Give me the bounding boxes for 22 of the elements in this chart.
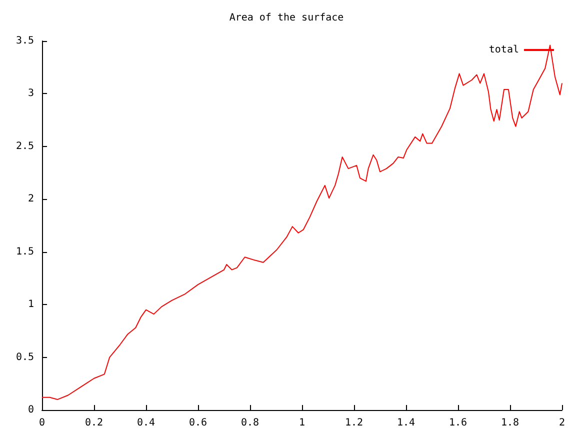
legend-label: total <box>488 44 519 56</box>
x-tick-label: 1.6 <box>448 418 468 428</box>
x-tick-label: 1.4 <box>396 418 416 428</box>
y-tick-label: 3 <box>28 88 34 100</box>
x-tick-label: 0 <box>38 418 46 428</box>
x-tick-label: 0.6 <box>188 418 208 428</box>
x-tick-label: 1.2 <box>344 418 364 428</box>
y-tick-label: 2.5 <box>16 140 34 152</box>
x-tick-label: 0.8 <box>240 418 260 428</box>
x-tick-label: 0.2 <box>84 418 104 428</box>
x-tick-label: 2 <box>558 418 566 428</box>
y-tick-label: 1 <box>28 299 34 310</box>
y-tick-label: 2 <box>28 194 34 205</box>
y-tick-label: 0 <box>28 404 34 416</box>
x-tick-label: 1 <box>298 418 306 428</box>
y-tick-label: 0.5 <box>16 352 34 363</box>
line-series <box>42 44 562 400</box>
chart-title: Area of the surface <box>229 12 344 24</box>
x-tick-label: 0.4 <box>136 418 156 428</box>
y-tick-label: 1.5 <box>16 246 34 258</box>
y-tick-label: 3.5 <box>16 36 34 46</box>
x-tick-label: 1.8 <box>500 418 520 428</box>
